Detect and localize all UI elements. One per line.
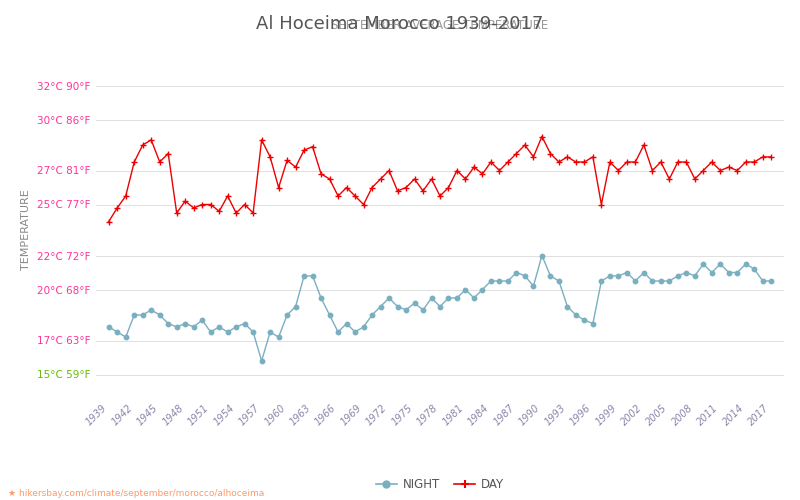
Legend: NIGHT, DAY: NIGHT, DAY [371,474,509,496]
Y-axis label: TEMPERATURE: TEMPERATURE [22,190,31,270]
Text: Al Hoceima Morocco 1939-2017: Al Hoceima Morocco 1939-2017 [256,15,544,33]
Text: ★ hikersbay.com/climate/september/morocco/alhoceima: ★ hikersbay.com/climate/september/morocc… [8,488,264,498]
Title: SEPTEMBER AVERAGE TEMPERATURE: SEPTEMBER AVERAGE TEMPERATURE [331,20,549,32]
